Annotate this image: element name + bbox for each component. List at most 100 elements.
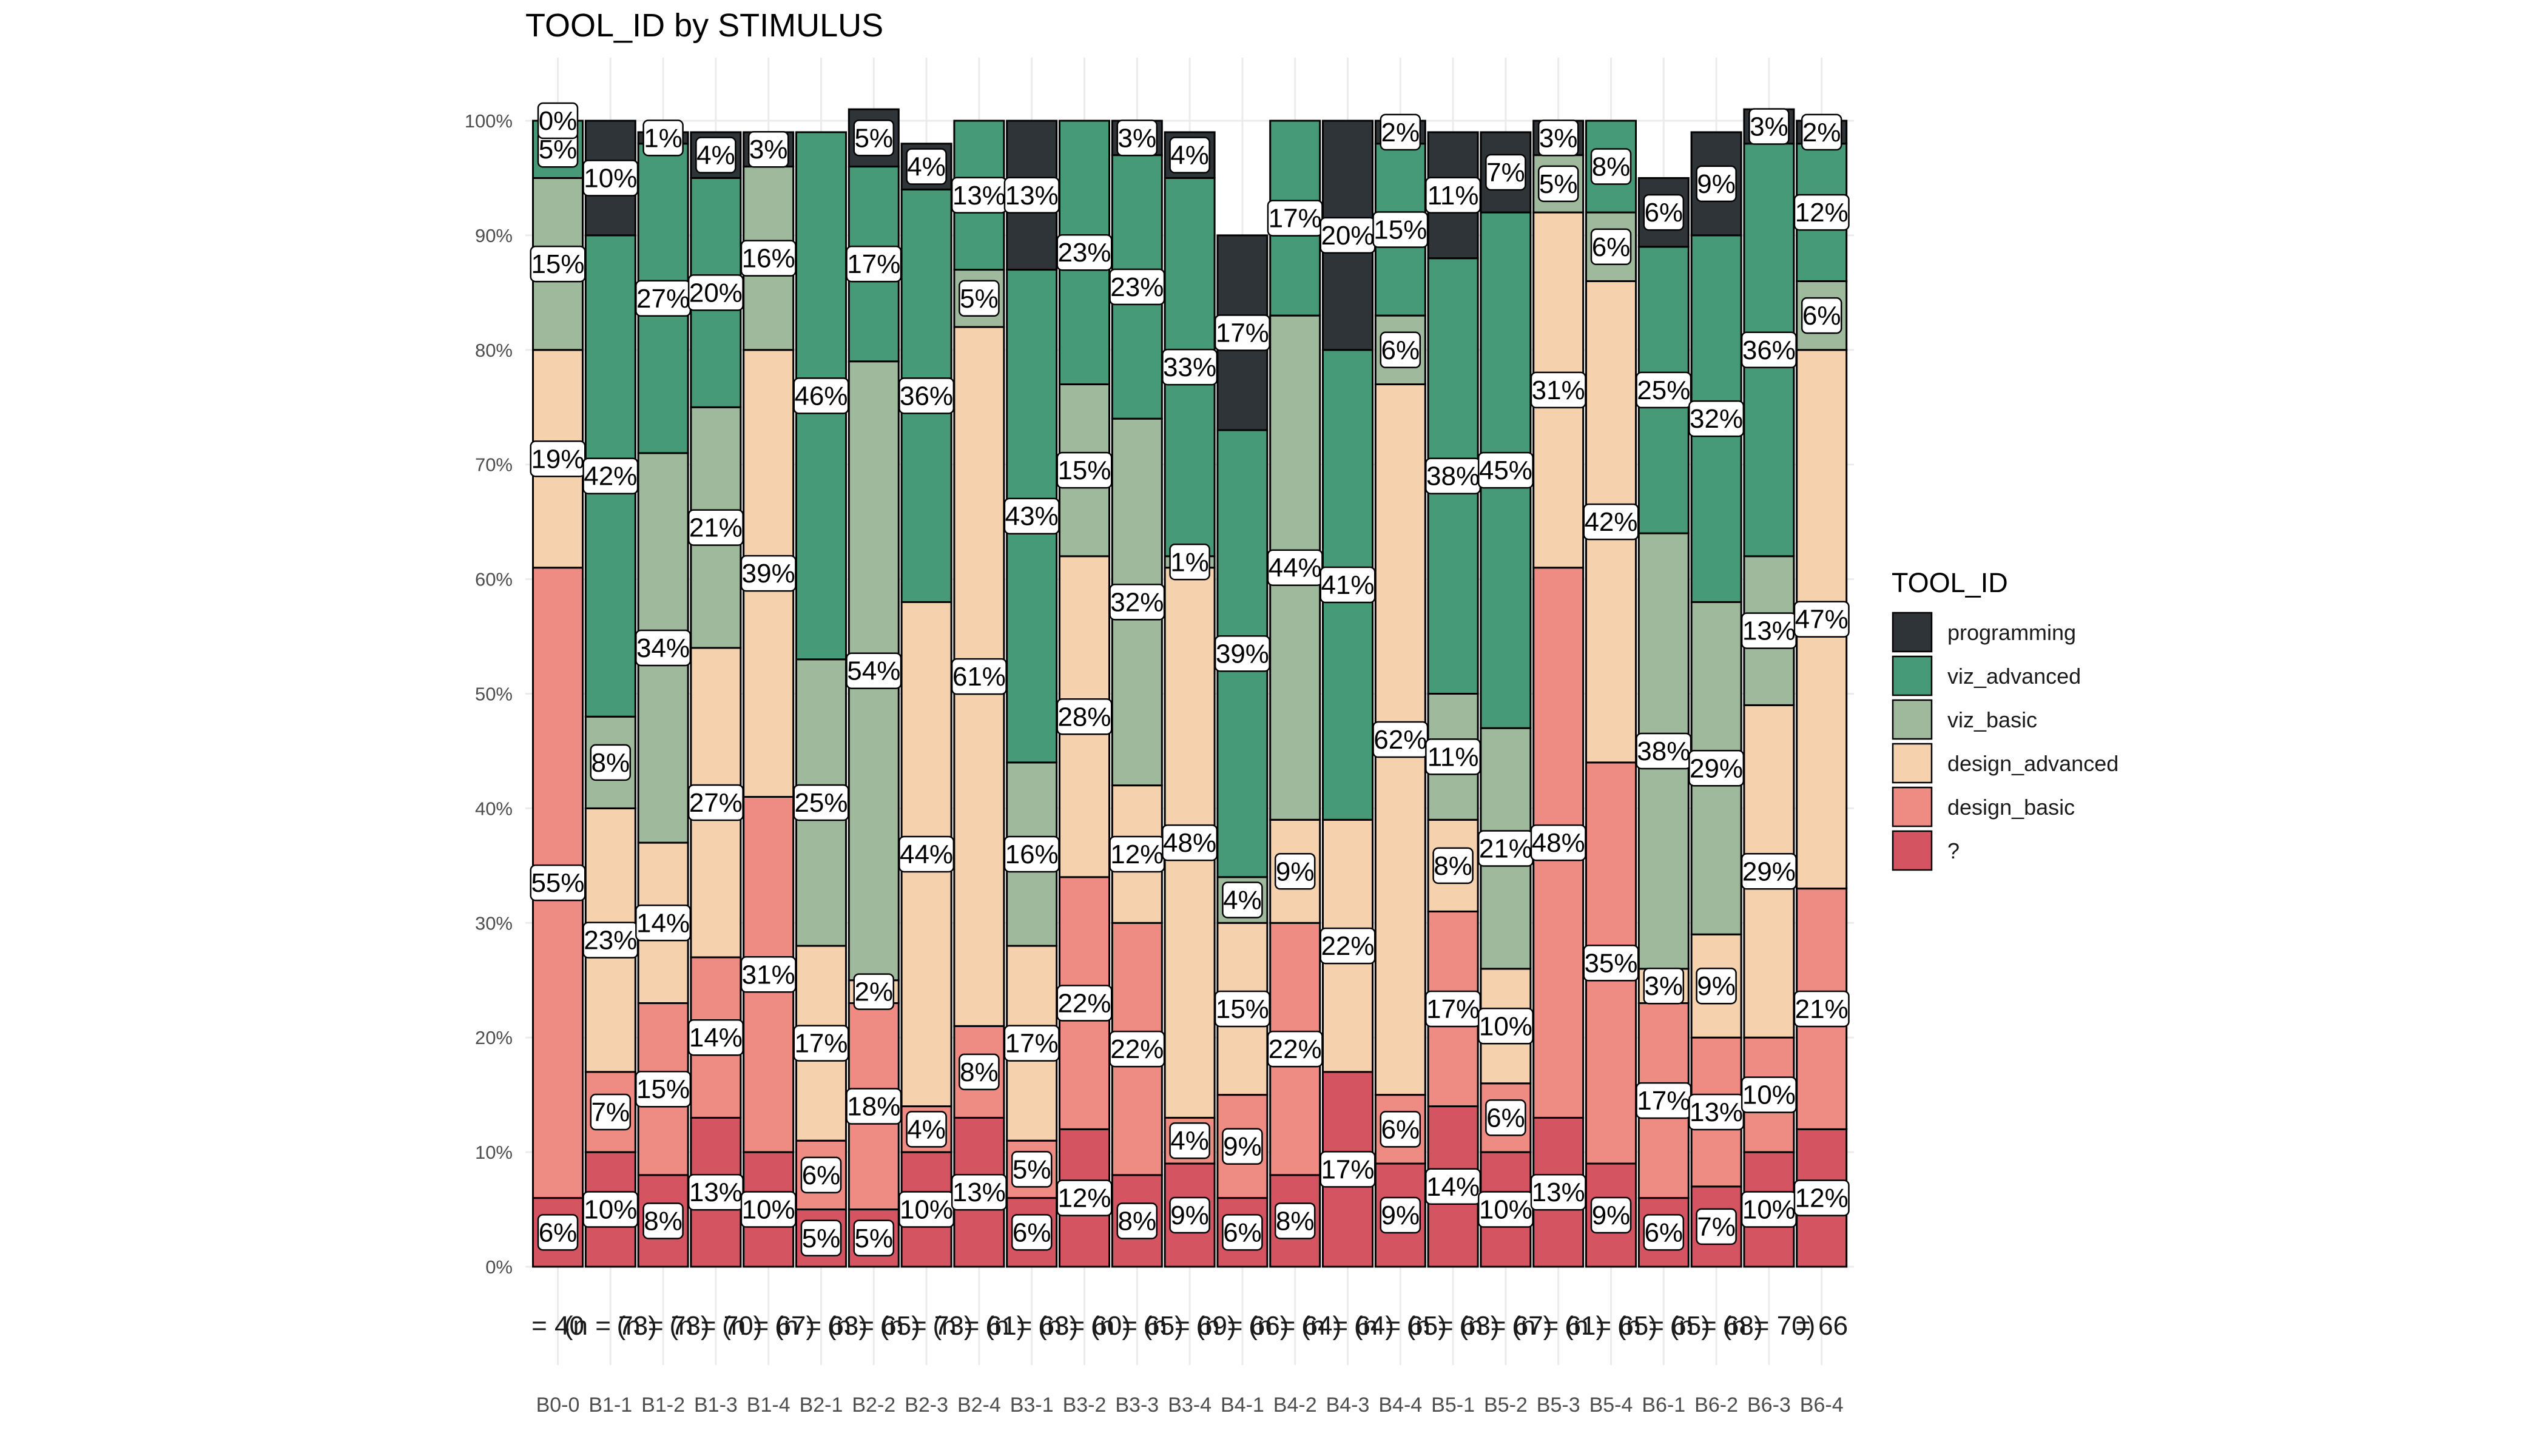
data-label: 8% (1276, 1206, 1315, 1236)
data-label: 13% (1690, 1097, 1743, 1127)
data-label-box (1003, 497, 1060, 534)
data-label: 22% (1321, 931, 1374, 961)
x-tick-label: B1-1 (588, 1394, 632, 1417)
data-label: 21% (689, 513, 743, 543)
data-label: 20% (689, 278, 743, 308)
data-label: 6% (1645, 1218, 1684, 1247)
data-label: 5% (539, 135, 578, 164)
data-label-box (687, 784, 744, 821)
y-tick-label: 10% (475, 1142, 513, 1163)
data-label-box (1793, 990, 1850, 1028)
data-label-box (1537, 120, 1579, 157)
data-label: 4% (907, 152, 946, 182)
data-label: 9% (1223, 1132, 1262, 1162)
data-label-box (1003, 835, 1060, 873)
data-label-box (1477, 1008, 1534, 1045)
data-label: 48% (1532, 828, 1585, 858)
data-label-box (582, 160, 639, 197)
data-label-box (1793, 601, 1850, 638)
data-label: 42% (1584, 507, 1637, 537)
data-label: 4% (907, 1114, 946, 1144)
data-label: 38% (1637, 736, 1690, 766)
data-label-box (740, 240, 797, 277)
data-label: 1% (1170, 547, 1209, 577)
data-label: 27% (689, 788, 743, 818)
data-label-box (1696, 1208, 1737, 1245)
data-label: 5% (960, 284, 999, 314)
data-label-box (898, 377, 955, 414)
data-label: 3% (749, 135, 788, 164)
sample-size-label: (n = 66) (1196, 1311, 1289, 1341)
data-label-box (846, 245, 902, 283)
data-label-box (1425, 177, 1481, 214)
data-label: 23% (584, 926, 637, 956)
sample-size-label: (n = 61) (932, 1311, 1025, 1341)
data-label-box (1636, 371, 1692, 409)
data-label-box (1643, 1214, 1685, 1251)
data-label-box (1530, 824, 1586, 861)
data-label: 13% (1005, 181, 1059, 211)
y-axis-ticks: 0% 10% 20% 30% 40% 50% 60% 70% 80% 90% 100% (465, 110, 513, 1278)
data-label-box (1696, 967, 1737, 1005)
data-label-box (793, 377, 849, 414)
data-label-box (846, 1088, 902, 1125)
legend-label: viz_basic (1947, 707, 2037, 732)
data-label-box (1380, 1196, 1421, 1234)
sample-size-label: (n = 67) (722, 1311, 815, 1341)
x-tick-label: B4-4 (1378, 1394, 1422, 1417)
legend-label: ? (1947, 838, 1960, 863)
data-label-box (747, 130, 789, 168)
data-label-box (1643, 194, 1685, 231)
data-label: 9% (1170, 1201, 1209, 1230)
data-label-box (1056, 451, 1113, 489)
data-label-box (687, 274, 744, 311)
data-label: 25% (794, 788, 848, 818)
data-label: 38% (1426, 462, 1480, 491)
data-label: 8% (1434, 851, 1472, 881)
data-label-box (1320, 927, 1376, 965)
data-label: 15% (1373, 215, 1427, 244)
y-tick-label: 80% (475, 340, 513, 361)
data-label: 17% (847, 249, 900, 279)
data-label: 14% (1426, 1172, 1480, 1202)
data-label-box (1590, 1196, 1632, 1234)
data-label: 6% (1802, 301, 1841, 331)
legend-swatch (1892, 743, 1933, 784)
percent-labels: 6%55%19%15%5%0%10%7%23%8%42%10%8%15%14%3… (530, 102, 1850, 1257)
data-label-box (1537, 165, 1579, 203)
data-label: 8% (1592, 152, 1631, 182)
data-label-box (951, 658, 1007, 695)
data-label-box (635, 905, 692, 942)
data-label: 10% (900, 1195, 953, 1225)
x-tick-label: B6-2 (1694, 1394, 1738, 1417)
sample-size-label: (n = 65) (1565, 1311, 1657, 1341)
data-label: 45% (1479, 456, 1532, 485)
data-label: 17% (1005, 1029, 1059, 1059)
data-label-box (906, 148, 947, 185)
data-label: 8% (644, 1206, 682, 1236)
data-label: 54% (847, 656, 900, 686)
y-tick-label: 40% (475, 798, 513, 819)
data-label: 15% (1216, 994, 1269, 1024)
data-label: 13% (1742, 616, 1796, 646)
data-label: 2% (855, 977, 894, 1007)
legend-label: design_basic (1947, 795, 2075, 820)
data-label-box (1109, 584, 1165, 621)
data-label: 13% (952, 1178, 1006, 1207)
data-label: 6% (1486, 1103, 1525, 1133)
data-label: 12% (1110, 840, 1164, 869)
sample-size-label: (n = 61) (1512, 1311, 1605, 1341)
data-label: 2% (1381, 118, 1420, 147)
data-label-box (800, 1219, 842, 1257)
data-label-box (1530, 1173, 1586, 1211)
data-label: 6% (1592, 232, 1631, 262)
data-label-box (959, 1053, 1000, 1091)
data-label: 33% (1163, 352, 1216, 382)
data-label: 55% (531, 868, 584, 898)
data-label: 16% (742, 244, 795, 274)
sample-size-label: = 66 (1795, 1311, 1848, 1341)
data-label-box (1425, 1168, 1481, 1205)
data-label: 31% (1532, 376, 1585, 405)
data-label-box (537, 102, 579, 140)
y-tick-label: 70% (475, 454, 513, 476)
